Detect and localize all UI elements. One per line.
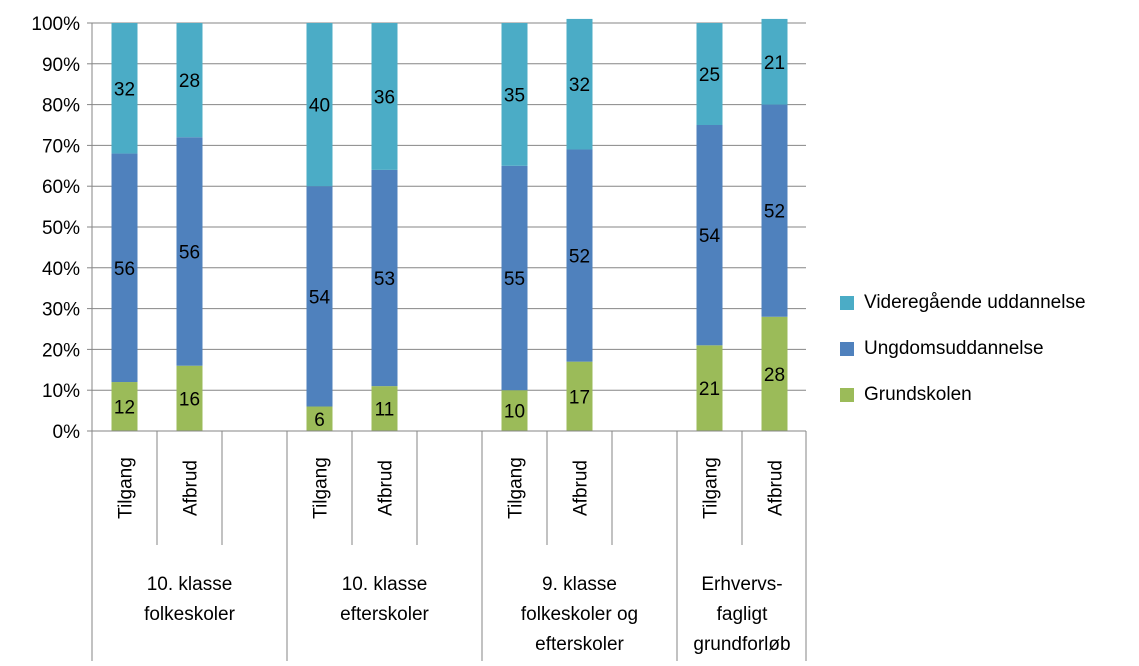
bar-segment [761, 316, 788, 431]
data-label: 54 [699, 226, 721, 247]
y-tick-label: 80% [42, 96, 80, 117]
data-label: 6 [314, 410, 325, 431]
data-label: 32 [569, 75, 590, 96]
category-label: Afbrud [766, 460, 787, 516]
group-label: 10. klasse [147, 574, 233, 595]
data-label: 54 [309, 287, 331, 308]
data-label: 52 [764, 202, 785, 223]
bar-segment [176, 137, 203, 366]
bar-segment [306, 406, 333, 431]
bar-segment [501, 390, 528, 431]
y-tick-label: 50% [42, 218, 80, 239]
category-label: Afbrud [181, 460, 202, 516]
category-label: Tilgang [506, 457, 527, 519]
category-label: Afbrud [571, 460, 592, 516]
bar-segment [761, 18, 788, 105]
group-label: efterskoler [535, 634, 624, 655]
data-label: 53 [374, 269, 395, 290]
bar-segment [371, 23, 398, 170]
bar-segment [501, 23, 528, 166]
bar-segment [306, 23, 333, 187]
data-label: 10 [504, 402, 525, 423]
group-label: Erhvervs- [701, 574, 782, 595]
data-label: 28 [764, 365, 785, 386]
data-label: 55 [504, 269, 525, 290]
group-label: efterskoler [340, 604, 429, 625]
group-label: folkeskoler [144, 604, 235, 625]
legend-label: Grundskolen [864, 384, 972, 405]
bar-segment [371, 169, 398, 387]
bar-segment [176, 365, 203, 431]
y-tick-label: 60% [42, 177, 80, 198]
data-label: 56 [179, 242, 200, 263]
bar-segment [371, 386, 398, 431]
bar-segment [696, 125, 723, 346]
legend-item-videregaende: Videregående uddannelse [840, 280, 1135, 326]
bar-segment [111, 382, 138, 431]
data-label: 40 [309, 96, 330, 117]
group-label: fagligt [717, 604, 768, 625]
data-label: 11 [375, 400, 395, 421]
data-label: 12 [114, 398, 135, 419]
group-label: folkeskoler og [521, 604, 638, 625]
y-tick-label: 90% [42, 55, 80, 76]
legend-swatch-grundskolen [840, 388, 854, 402]
bar-segment [566, 361, 593, 431]
bar-segment [176, 23, 203, 138]
legend-swatch-videregaende [840, 296, 854, 310]
category-label: Afbrud [376, 460, 397, 516]
legend-item-ungdomsuddannelse: Ungdomsuddannelse [840, 326, 1135, 372]
data-label: 16 [179, 389, 200, 410]
data-label: 36 [374, 87, 395, 108]
category-label: Tilgang [116, 457, 137, 519]
y-tick-label: 10% [42, 381, 80, 402]
y-tick-label: 20% [42, 340, 80, 361]
data-label: 35 [504, 85, 525, 106]
y-tick-label: 30% [42, 300, 80, 321]
group-label: grundforløb [693, 634, 790, 655]
legend: Videregående uddannelse Ungdomsuddannels… [840, 280, 1135, 418]
y-tick-label: 40% [42, 259, 80, 280]
legend-label: Ungdomsuddannelse [864, 338, 1044, 359]
y-tick-label: 0% [53, 422, 81, 443]
bar-segment [306, 186, 333, 407]
data-label: 32 [114, 79, 135, 100]
bar-segment [696, 23, 723, 125]
category-label: Tilgang [701, 457, 722, 519]
bar-segment [111, 23, 138, 154]
bar-segment [111, 153, 138, 383]
bar-segment [566, 18, 593, 150]
bar-segment [566, 149, 593, 362]
bar-segment [501, 165, 528, 391]
category-label: Tilgang [311, 457, 332, 519]
y-tick-label: 100% [31, 14, 80, 35]
data-label: 21 [764, 53, 785, 74]
data-label: 21 [699, 379, 720, 400]
data-label: 28 [179, 71, 200, 92]
data-label: 56 [114, 259, 135, 280]
group-label: 9. klasse [542, 574, 617, 595]
bar-segment [761, 104, 788, 317]
data-label: 52 [569, 247, 590, 268]
data-label: 17 [569, 387, 590, 408]
data-label: 25 [699, 65, 720, 86]
y-tick-label: 70% [42, 136, 80, 157]
legend-swatch-ungdomsuddannelse [840, 342, 854, 356]
group-label: 10. klasse [342, 574, 428, 595]
legend-item-grundskolen: Grundskolen [840, 372, 1135, 418]
bar-segment [696, 345, 723, 431]
legend-label: Videregående uddannelse [864, 292, 1086, 313]
